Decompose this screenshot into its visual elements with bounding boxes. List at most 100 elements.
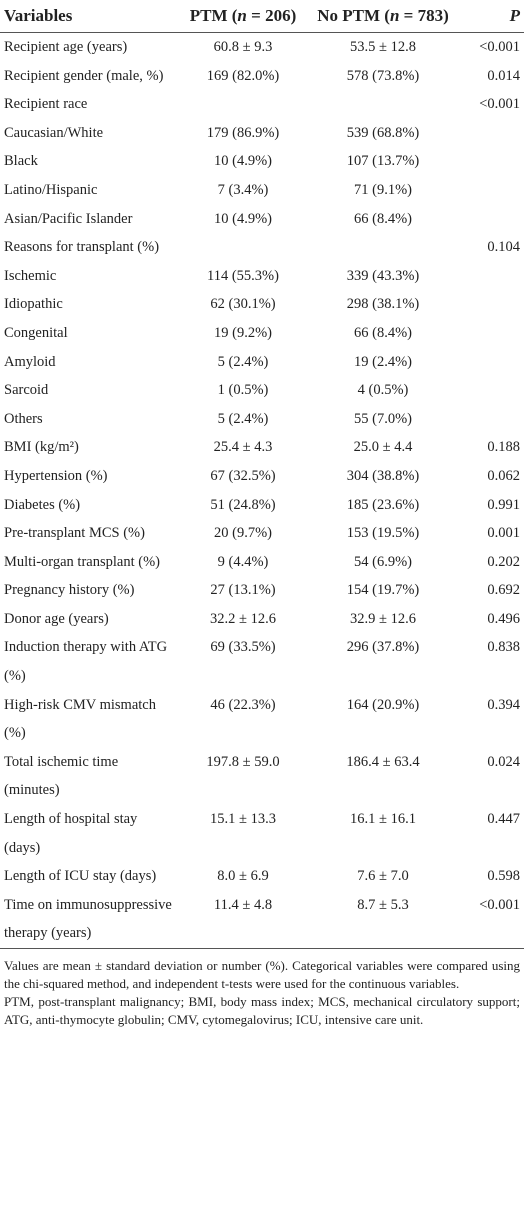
table-row: Time on immunosuppressive therapy (years… xyxy=(0,890,524,949)
table-cell: 0.202 xyxy=(487,553,520,570)
table-cell: 0.447 xyxy=(487,811,520,828)
table-row: Asian/Pacific Islander 10 (4.9%) 66 (8.4%) xyxy=(0,205,524,234)
table-cell: 0.838 xyxy=(487,639,520,656)
table-cell: 197.8 ± 59.0 xyxy=(206,753,280,770)
table-cell: 62 (30.1%) xyxy=(210,296,276,313)
header-text: No PTM ( xyxy=(317,6,390,25)
table-cell: 54 (6.9%) xyxy=(354,553,412,570)
table-cell: 25.4 ± 4.3 xyxy=(213,439,273,456)
table-cell: 169 (82.0%) xyxy=(206,67,280,84)
table-cell: 185 (23.6%) xyxy=(346,496,420,513)
table-cell xyxy=(458,176,524,205)
table-cell: 15.1 ± 13.3 xyxy=(210,811,276,828)
table-cell: 7 (3.4%) xyxy=(217,181,269,198)
table-cell: 4 (0.5%) xyxy=(357,382,409,399)
table-cell: 296 (37.8%) xyxy=(346,639,420,656)
header-text: = 783) xyxy=(399,6,449,25)
table-row: Others 5 (2.4%) 55 (7.0%) xyxy=(0,405,524,434)
table-cell: 0.598 xyxy=(487,868,520,885)
table-row: Congenital 19 (9.2%) 66 (8.4%) xyxy=(0,319,524,348)
table-cell xyxy=(308,233,458,262)
table-cell: Recipient age (years) xyxy=(4,39,128,55)
table-cell: 11.4 ± 4.8 xyxy=(178,890,308,949)
table-row: Hypertension (%) 67 (32.5%) 304 (38.8%) 0.0… xyxy=(0,462,524,491)
table-cell: 25.0 ± 4.4 xyxy=(353,439,413,456)
table-cell: BMI (kg/m²) xyxy=(4,439,79,456)
header-italic: n xyxy=(237,6,247,25)
table-cell: Length of hospital stay (days) xyxy=(4,811,138,856)
table-row: Recipient age (years) 60.8 ± 9.3 53.5 ± 12… xyxy=(0,33,524,62)
table-cell: 164 (20.9%) xyxy=(346,696,420,713)
table-cell: Black xyxy=(4,153,38,170)
table-cell xyxy=(458,376,524,405)
table-cell xyxy=(458,319,524,348)
table-cell: 154 (19.7%) xyxy=(346,582,420,599)
table-row: BMI (kg/m²) 25.4 ± 4.3 25.0 ± 4.4 0.188 xyxy=(0,433,524,462)
header-text: PTM ( xyxy=(189,6,238,25)
table-cell: 9 (4.4%) xyxy=(217,553,269,570)
header-cell: PTM (n = 206) xyxy=(178,0,308,33)
table-cell: Congenital xyxy=(4,324,68,341)
table-row: Donor age (years) 32.2 ± 12.6 32.9 ± 12.6 0… xyxy=(0,605,524,634)
table-cell: 0.991 xyxy=(487,496,520,513)
table-cell: 16.1 ± 16.1 xyxy=(350,811,416,828)
header-cell: P xyxy=(458,0,524,33)
table-cell: 53.5 ± 12.8 xyxy=(350,39,416,55)
table-cell: 179 (86.9%) xyxy=(206,124,280,141)
table-row: Black 10 (4.9%) 107 (13.7%) xyxy=(0,147,524,176)
header-text: Variables xyxy=(4,6,73,25)
table-cell: <0.001 xyxy=(458,890,524,949)
table-row: Recipient race <0.001 xyxy=(0,90,524,119)
table-cell: 7.6 ± 7.0 xyxy=(357,868,409,885)
table-cell: 19 (9.2%) xyxy=(214,324,272,341)
table-cell: 67 (32.5%) xyxy=(210,467,276,484)
table-cell: 1 (0.5%) xyxy=(217,382,269,399)
table-cell: 107 (13.7%) xyxy=(346,153,420,170)
table-cell: 71 (9.1%) xyxy=(354,181,412,198)
table-cell: 51 (24.8%) xyxy=(210,496,276,513)
table-row: Multi-organ transplant (%) 9 (4.4%) 54 (6.… xyxy=(0,548,524,577)
table-cell: Others xyxy=(4,410,43,427)
table-row: Amyloid 5 (2.4%) 19 (2.4%) xyxy=(0,348,524,377)
table-cell: 5 (2.4%) xyxy=(217,410,269,427)
table-cell: Recipient gender (male, %) xyxy=(4,67,164,84)
table-cell: Sarcoid xyxy=(4,382,49,399)
table-cell: 66 (8.4%) xyxy=(354,324,412,341)
table-cell: Length of ICU stay (days) xyxy=(4,868,157,885)
table-cell: 69 (33.5%) xyxy=(210,639,276,656)
table-cell: 0.062 xyxy=(487,467,520,484)
table-cell xyxy=(178,90,308,119)
table-row: Sarcoid 1 (0.5%) 4 (0.5%) xyxy=(0,376,524,405)
table-cell xyxy=(458,262,524,291)
table-row: Diabetes (%) 51 (24.8%) 185 (23.6%) 0.991 xyxy=(0,491,524,520)
table-cell: Diabetes (%) xyxy=(4,496,81,513)
table-cell xyxy=(458,205,524,234)
table-cell: Multi-organ transplant (%) xyxy=(4,553,160,570)
table-cell: 153 (19.5%) xyxy=(346,525,420,542)
table-row: Length of hospital stay (days) 15.1 ± 13.… xyxy=(0,805,524,862)
table-cell: 66 (8.4%) xyxy=(354,210,412,227)
table-cell: Hypertension (%) xyxy=(4,467,108,484)
table-cell: 46 (22.3%) xyxy=(210,696,276,713)
table-cell: 298 (38.1%) xyxy=(346,296,420,313)
footnote: Values are mean ± standard deviation or … xyxy=(4,958,520,991)
table-cell: 0.024 xyxy=(487,753,520,770)
table-cell: 114 (55.3%) xyxy=(207,267,279,284)
table-cell: 186.4 ± 63.4 xyxy=(346,753,420,770)
table-cell: 0.394 xyxy=(487,696,520,713)
table-cell: 10 (4.9%) xyxy=(214,210,272,227)
table-cell: Donor age (years) xyxy=(4,610,109,627)
table-cell: 578 (73.8%) xyxy=(346,67,420,84)
table-cell: Total ischemic time (minutes) xyxy=(4,753,119,799)
table-row: Total ischemic time (minutes) 197.8 ± 59.… xyxy=(0,748,524,805)
table-cell xyxy=(458,348,524,377)
table-cell: 0.104 xyxy=(487,239,520,256)
table-cell: 8.7 ± 5.3 xyxy=(308,890,458,949)
table-row: Reasons for transplant (%) 0.104 xyxy=(0,233,524,262)
table-cell xyxy=(178,233,308,262)
table-cell xyxy=(458,119,524,148)
header-row: Variables PTM (n = 206) No PTM (n = 783) P xyxy=(0,0,524,33)
table-cell: 0.692 xyxy=(487,582,520,599)
header-italic: n xyxy=(389,6,400,25)
